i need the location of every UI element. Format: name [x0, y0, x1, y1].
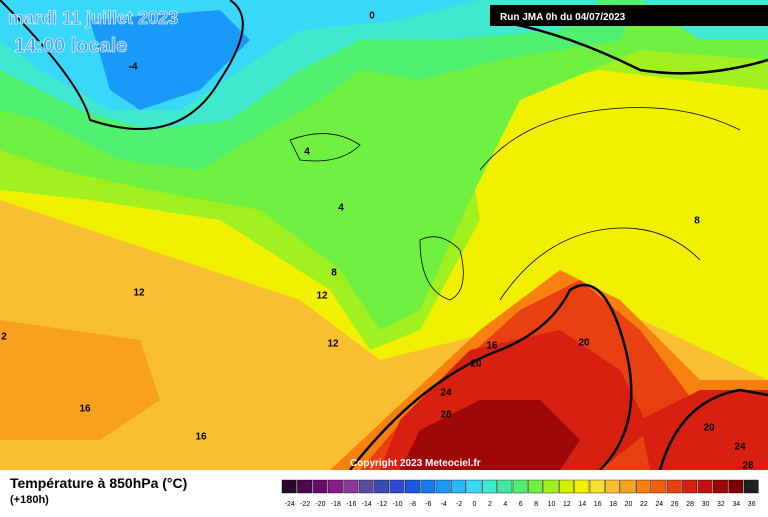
colorbar-swatch: [543, 479, 559, 494]
colorbar-swatch: [358, 479, 374, 494]
contour-label: 16: [486, 341, 498, 352]
colorbar-swatch: [328, 479, 343, 494]
colorbar-swatch: [482, 479, 497, 494]
colorbar-tick-label: -14: [362, 501, 372, 508]
colorbar-tick-label: 32: [717, 501, 725, 508]
colorbar-tick-label: 14: [578, 501, 586, 508]
colorbar-tick-label: 36: [748, 501, 756, 508]
colorbar-swatch: [312, 479, 328, 494]
contour-label: 4: [304, 147, 310, 158]
contour-labels: 0 -4 4 4 8 12 12 12 16 16 16 20 20 20 24 24 28 28 8 2: [1, 11, 754, 472]
colorbar-swatch: [420, 479, 436, 494]
legend-subtitle: (+180h): [10, 494, 49, 506]
colorbar-swatch: [605, 479, 621, 494]
colorbar-tick-label: 2: [488, 501, 492, 508]
contour-label: 24: [734, 442, 746, 453]
colorbar-swatch: [451, 479, 466, 494]
colorbar-swatch: [620, 479, 636, 494]
colorbar-tick-label: 22: [640, 501, 648, 508]
colorbar-tick-label: 20: [625, 501, 633, 508]
colorbar-swatch: [297, 479, 312, 494]
map: [0, 0, 768, 471]
colorbar-tick-label: 16: [594, 501, 602, 508]
contour-label: 4: [338, 203, 344, 214]
contour-label: 2: [1, 332, 7, 343]
colorbar-swatch: [528, 479, 544, 494]
contour-label: 0: [369, 11, 375, 22]
colorbar-tick-label: -24: [285, 501, 295, 508]
colorbar-tick-label: -18: [331, 501, 341, 508]
legend-title: Température à 850hPa (°C): [10, 475, 187, 491]
run-info: Run JMA 0h du 04/07/2023: [500, 12, 626, 23]
colorbar-swatch: [466, 479, 482, 494]
colorbar-swatch: [343, 479, 359, 494]
colorbar-tick-label: -2: [456, 501, 462, 508]
contour-label: 28: [742, 461, 754, 472]
contour-label: 28: [440, 410, 452, 421]
colorbar-tick-label: 10: [548, 501, 556, 508]
colorbar-tick-label: 8: [534, 501, 538, 508]
contour-label: -4: [129, 62, 138, 73]
colorbar-swatch: [512, 479, 528, 494]
contour-label: 20: [470, 359, 482, 370]
colorbar-swatch: [405, 479, 420, 494]
colorbar-swatch: [559, 479, 574, 494]
colorbar-swatch: [435, 479, 451, 494]
colorbar-tick-label: 28: [686, 501, 694, 508]
colorbar-tick-label: 12: [563, 501, 571, 508]
contour-label: 16: [79, 404, 91, 415]
colorbar-swatch: [743, 479, 759, 494]
colorbar-tick-label: -8: [410, 501, 416, 508]
colorbar-tick-label: -20: [315, 501, 325, 508]
colorbar-swatch: [651, 479, 667, 494]
contour-label: 12: [327, 339, 339, 350]
map-time: 14:00 locale: [14, 35, 127, 57]
colorbar-tick-label: 34: [732, 501, 740, 508]
colorbar-swatch: [682, 479, 698, 494]
colorbar-swatch: [389, 479, 405, 494]
colorbar-swatch: [728, 479, 744, 494]
colorbar-swatch: [589, 479, 605, 494]
contour-label: 8: [694, 216, 700, 227]
colorbar-tick-label: 4: [503, 501, 507, 508]
map-date: mardi 11 juillet 2023: [8, 8, 178, 28]
colorbar-swatch: [697, 479, 713, 494]
contour-label: 20: [703, 423, 715, 434]
colorbar-tick-label: -12: [377, 501, 387, 508]
contour-label: 12: [133, 288, 145, 299]
colorbar-swatch: [713, 479, 728, 494]
colorbar: -24 -22 -20 -18 -16 -14 -12 -10 -8 -6 -4 -2 0 2 4 6 8 10 1…: [281, 479, 759, 508]
colorbar-tick-label: 6: [519, 501, 523, 508]
colorbar-tick-label: 30: [702, 501, 710, 508]
colorbar-tick-label: -10: [392, 501, 402, 508]
colorbar-tick-label: 18: [609, 501, 617, 508]
contour-label: 12: [316, 291, 328, 302]
colorbar-tick-label: -6: [425, 501, 431, 508]
colorbar-swatch: [374, 479, 389, 494]
contour-label: 24: [440, 388, 452, 399]
contour-label: 16: [195, 432, 207, 443]
colorbar-swatch: [497, 479, 513, 494]
colorbar-swatch: [574, 479, 590, 494]
colorbar-tick-label: 26: [671, 501, 679, 508]
run-box: [490, 5, 768, 26]
colorbar-tick-label: 0: [473, 501, 477, 508]
colorbar-tick-label: -16: [346, 501, 356, 508]
colorbar-tick-label: -22: [300, 501, 310, 508]
colorbar-swatch: [636, 479, 651, 494]
colorbar-swatch: [281, 479, 297, 494]
colorbar-tick-label: 24: [655, 501, 663, 508]
contour-label: 8: [331, 268, 337, 279]
colorbar-swatch: [666, 479, 682, 494]
copyright: Copyright 2023 Meteociel.fr: [350, 458, 481, 469]
contour-label: 20: [578, 338, 590, 349]
colorbar-tick-label: -4: [441, 501, 447, 508]
